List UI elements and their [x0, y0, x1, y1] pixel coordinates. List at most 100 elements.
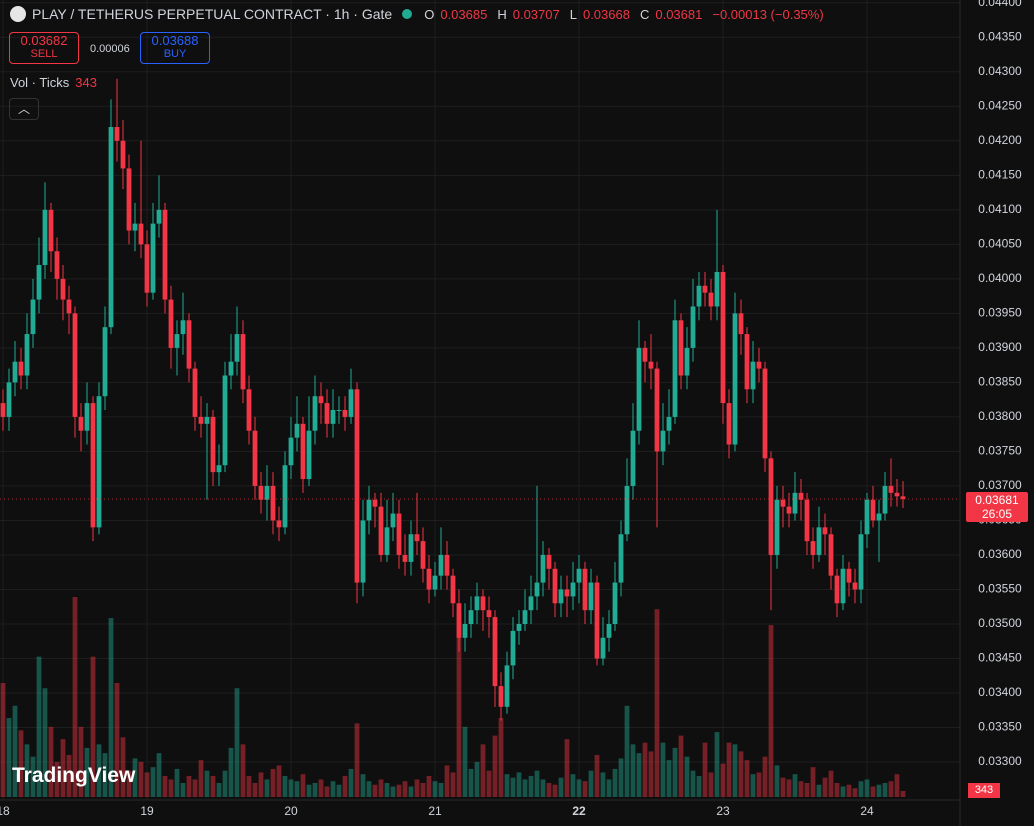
- volume-bar: [654, 609, 660, 797]
- candle-body: [486, 610, 492, 618]
- candle-body: [414, 534, 420, 542]
- candle-body: [780, 499, 786, 507]
- volume-bar: [354, 723, 360, 797]
- candle-body: [804, 499, 810, 542]
- volume-bar: [258, 772, 264, 797]
- volume-bar: [336, 784, 342, 797]
- candle-body: [174, 334, 180, 348]
- legend-letter: H: [497, 6, 507, 22]
- volume-bar: [630, 744, 636, 797]
- candle-body: [390, 513, 396, 528]
- candle-body: [546, 554, 552, 569]
- candle-body: [528, 596, 534, 611]
- volume-bar: [570, 774, 576, 797]
- volume-bar: [414, 779, 420, 797]
- volume-bar: [240, 744, 246, 797]
- candle-body: [720, 271, 726, 404]
- volume-bar: [468, 768, 474, 797]
- y-tick-label: 0.04200: [978, 133, 1022, 147]
- candle-body: [36, 265, 42, 300]
- volume-bar: [846, 784, 852, 797]
- volume-bar: [204, 770, 210, 797]
- volume-bar: [342, 775, 348, 797]
- candle-body: [420, 541, 426, 569]
- volume-bar: [774, 765, 780, 797]
- legend-letter: O: [424, 6, 435, 22]
- candle-body: [684, 347, 690, 376]
- candle-body: [618, 534, 624, 583]
- candle-body: [306, 430, 312, 480]
- candle-body: [240, 334, 246, 390]
- candle-body: [894, 492, 900, 497]
- sell-button[interactable]: 0.03682 SELL: [9, 32, 79, 64]
- volume-bar: [360, 774, 366, 797]
- volume-bar: [810, 767, 816, 797]
- candle-body: [90, 403, 96, 528]
- y-tick-label: 0.03800: [978, 409, 1022, 423]
- collapse-button[interactable]: ︿: [9, 98, 39, 120]
- volume-bar: [180, 782, 186, 797]
- candle-body: [162, 209, 168, 300]
- volume-bar: [666, 760, 672, 797]
- candle-body: [630, 430, 636, 486]
- volume-bar: [372, 784, 378, 797]
- candle-body: [330, 410, 336, 424]
- volume-bar: [228, 747, 234, 797]
- volume-bar: [366, 781, 372, 797]
- volume-bar: [648, 751, 654, 797]
- volume-bar: [198, 760, 204, 797]
- y-tick-label: 0.04100: [978, 202, 1022, 216]
- candle-body: [96, 396, 102, 528]
- candle-body: [774, 499, 780, 555]
- candle-body: [768, 458, 774, 555]
- y-tick-label: 0.04000: [978, 271, 1022, 285]
- x-tick-label: 18: [0, 804, 10, 818]
- candle-body: [612, 582, 618, 624]
- candle-body: [402, 554, 408, 562]
- candle-body: [498, 686, 504, 707]
- volume-bar: [402, 781, 408, 797]
- volume-bar: [870, 786, 876, 797]
- y-tick-label: 0.04400: [978, 0, 1022, 9]
- volume-bar: [504, 774, 510, 797]
- volume-bar: [558, 777, 564, 797]
- y-tick-label: 0.03900: [978, 340, 1022, 354]
- candle-body: [606, 623, 612, 638]
- volume-bar: [294, 781, 300, 797]
- volume-bar: [516, 772, 522, 797]
- candle-body: [648, 361, 654, 369]
- volume-bar: [318, 779, 324, 797]
- volume-bar: [264, 779, 270, 797]
- y-tick-label: 0.03700: [978, 478, 1022, 492]
- volume-bar: [894, 774, 900, 797]
- volume-bar: [384, 782, 390, 797]
- candle-body: [852, 582, 858, 590]
- candle-body: [744, 334, 750, 390]
- candle-body: [672, 320, 678, 417]
- volume-bar: [828, 770, 834, 797]
- volume-bar: [270, 768, 276, 797]
- candle-body: [264, 485, 270, 500]
- legend-value: 0.03668: [582, 6, 630, 22]
- candle-body: [504, 665, 510, 707]
- volume-bar: [612, 768, 618, 797]
- x-tick-label: 24: [860, 804, 874, 818]
- buy-button[interactable]: 0.03688 BUY: [140, 32, 210, 64]
- volume-bar: [462, 726, 468, 797]
- candle-body: [276, 520, 282, 528]
- volume-bar: [606, 779, 612, 797]
- candle-body: [156, 209, 162, 224]
- y-tick-label: 0.04250: [978, 98, 1022, 112]
- volume-bar: [48, 726, 54, 797]
- sell-price: 0.03682: [20, 33, 68, 48]
- volume-value: 343: [75, 75, 97, 90]
- last-price-label: 0.03681 26:05: [966, 492, 1028, 522]
- candle-body: [858, 534, 864, 590]
- candle-body: [870, 499, 876, 521]
- volume-bar: [840, 786, 846, 797]
- candle-body: [192, 368, 198, 417]
- candle-body: [360, 520, 366, 583]
- candle-body: [432, 575, 438, 590]
- volume-bar: [528, 775, 534, 797]
- candle-body: [186, 320, 192, 369]
